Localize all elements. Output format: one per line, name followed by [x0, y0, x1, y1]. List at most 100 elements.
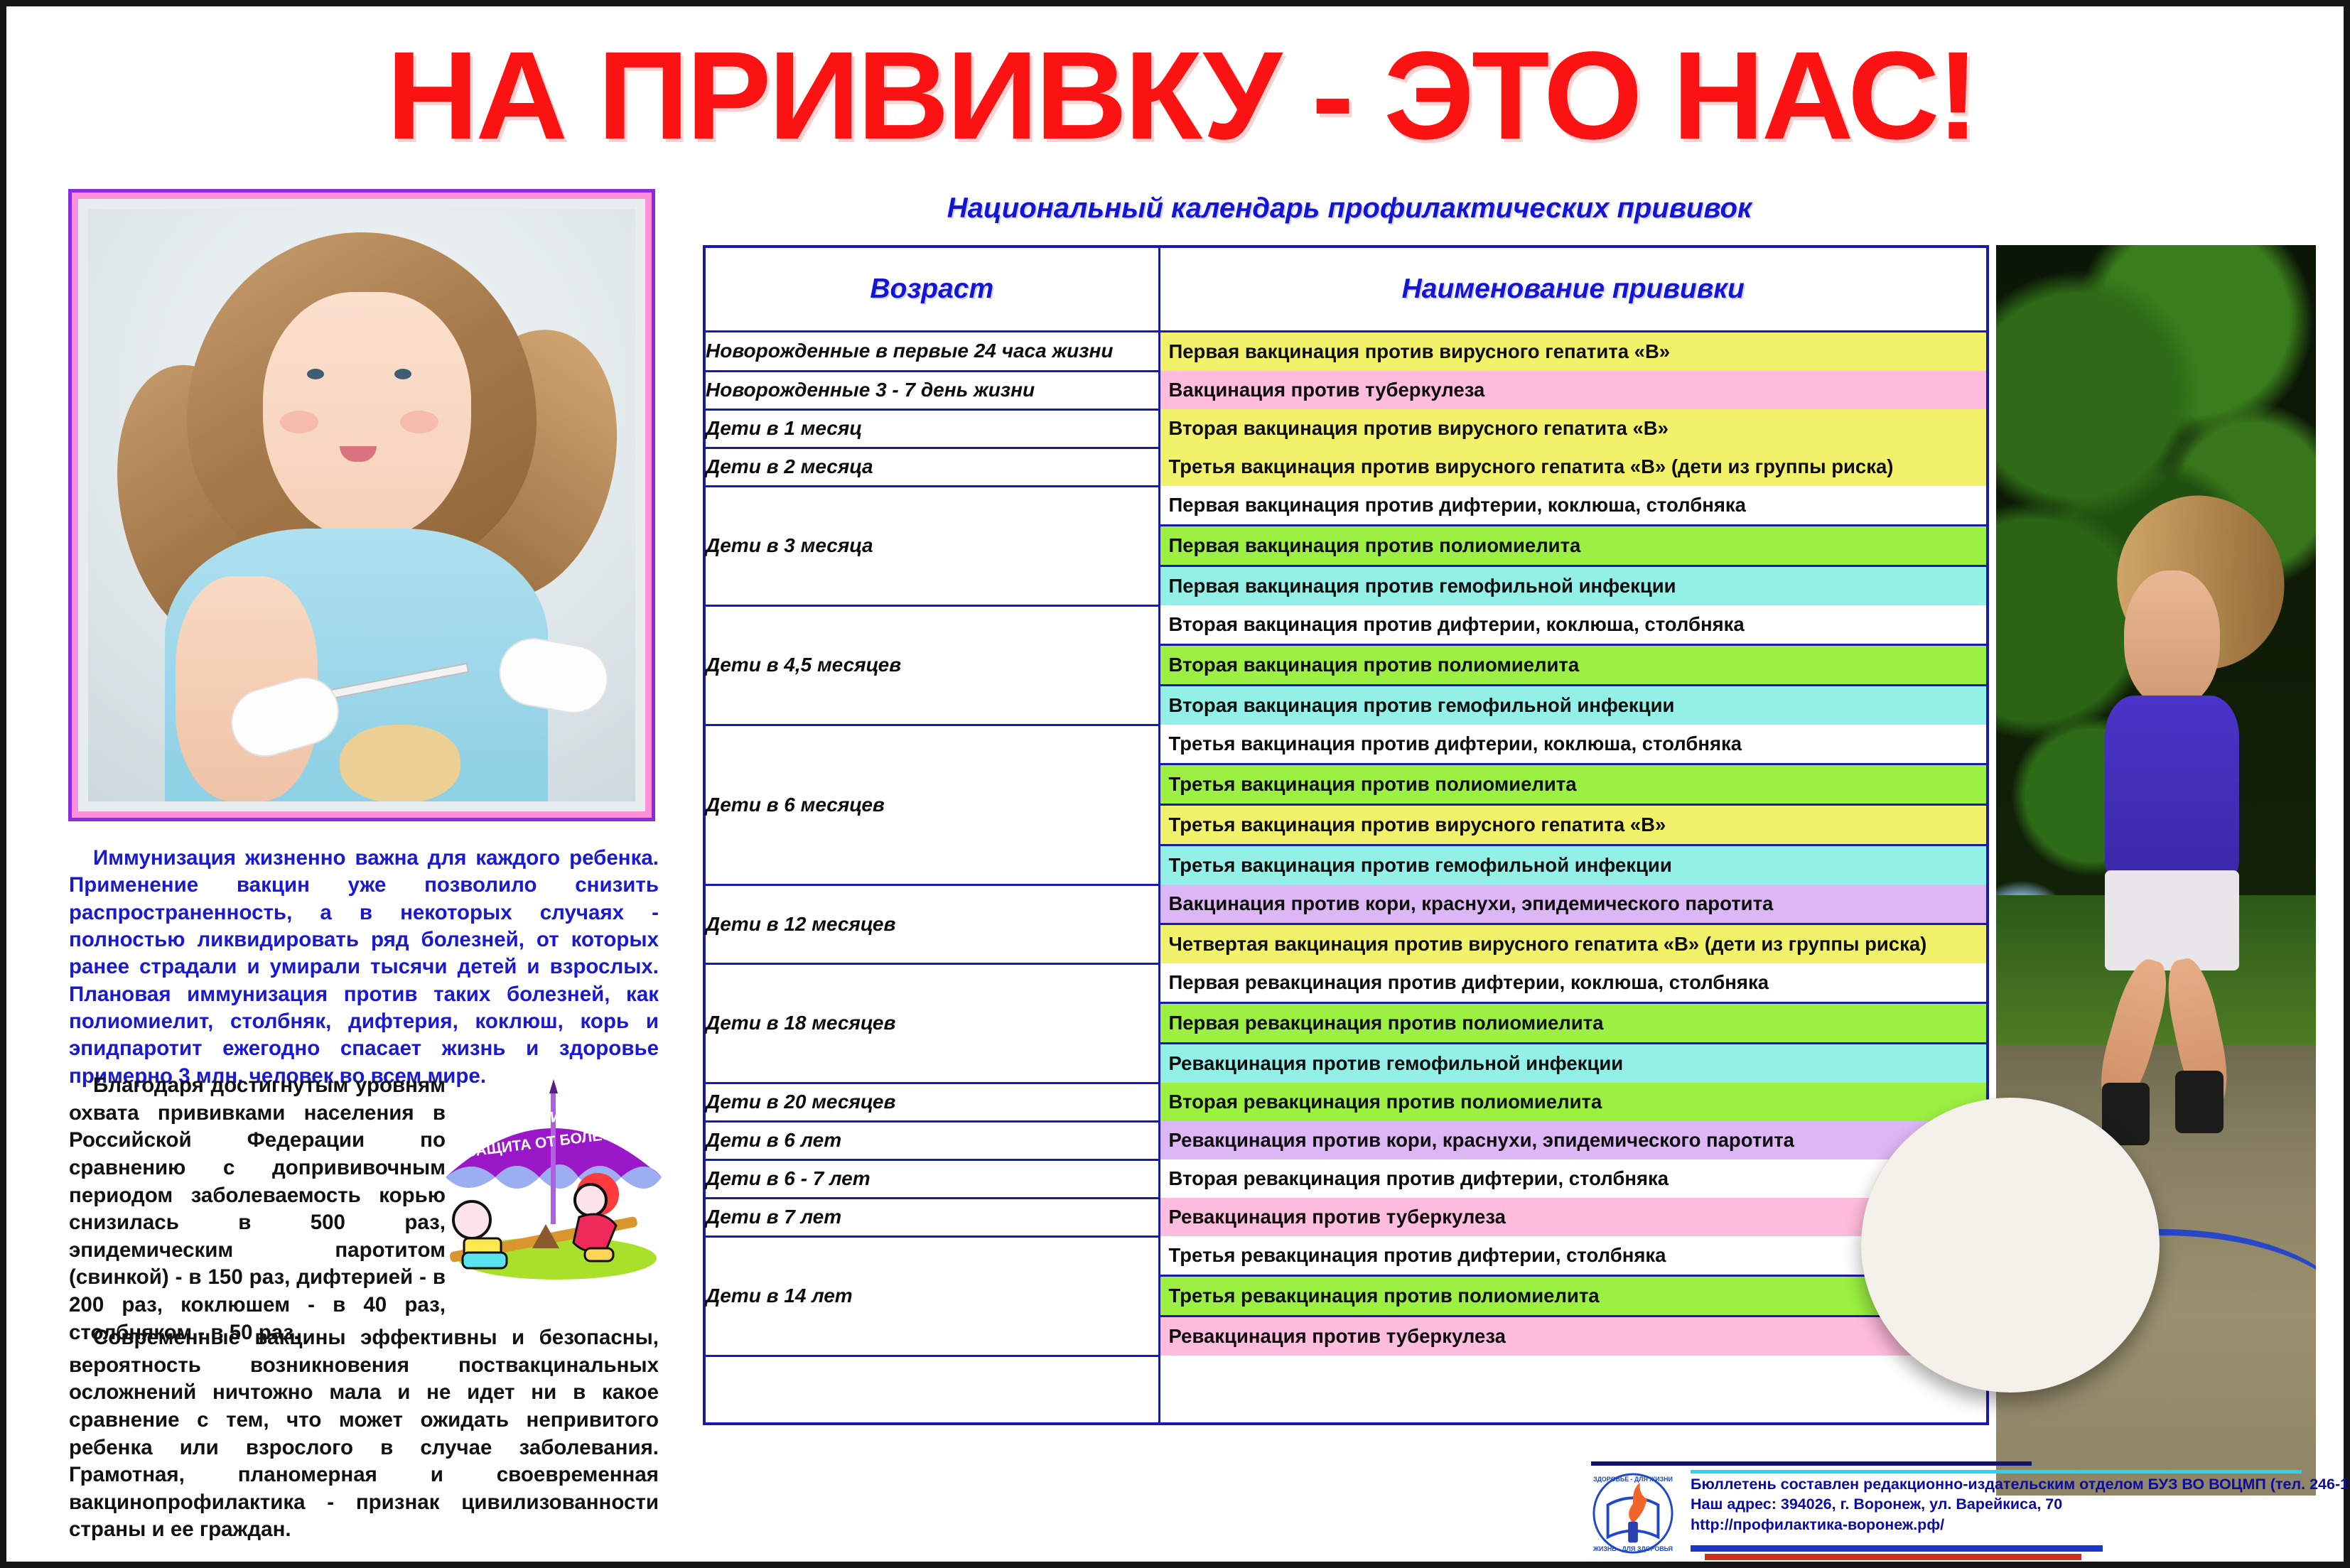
age-cell: [703, 1354, 1160, 1425]
age-cell: Дети в 20 месяцев: [703, 1081, 1160, 1123]
photo-left-content: [88, 209, 635, 801]
footer-website-link[interactable]: http://профилактика-воронеж.рф/: [1691, 1515, 1945, 1533]
eye-left: [307, 369, 324, 380]
footer-rule-blue: [1691, 1545, 2103, 1552]
vaccine-cell: Первая ревакцинация против дифтерии, кок…: [1159, 963, 1988, 1083]
header-age: Возраст: [703, 245, 1160, 332]
vaccine-cell: Ревакцинация против кори, краснухи, эпид…: [1159, 1121, 1988, 1159]
vaccine-entry: Третья вакцинация против вирусного гепат…: [1160, 448, 1986, 486]
vaccine-cell: Третья вакцинация против вирусного гепат…: [1159, 448, 1988, 486]
vaccine-cell: Первая вакцинация против вирусного гепат…: [1159, 332, 1988, 371]
article-paragraph-2: Благодаря достигнутым уровням охвата при…: [69, 1072, 446, 1346]
age-cell: Дети в 3 месяца: [703, 485, 1160, 607]
paragraph-3-text: Современные вакцины эффективны и безопас…: [69, 1326, 659, 1542]
age-cell: Дети в 4,5 месяцев: [703, 604, 1160, 726]
vaccination-calendar-table: Возраст Наименование прививки Новорожден…: [703, 245, 1989, 1425]
jumping-girl-shorts: [2105, 870, 2239, 970]
vaccine-entry: Третья ревакцинация против дифтерии, сто…: [1160, 1236, 1986, 1277]
vaccine-cell: Вторая вакцинация против дифтерии, коклю…: [1159, 605, 1988, 725]
vaccine-entry: Ревакцинация против кори, краснухи, эпид…: [1160, 1121, 1986, 1159]
footer-line-1: Бюллетень составлен редакционно-издатель…: [1691, 1476, 2350, 1493]
paragraph-2-text: Благодаря достигнутым уровням охвата при…: [69, 1074, 446, 1344]
age-cell: Новорожденные в первые 24 часа жизни: [703, 330, 1160, 372]
calendar-body: Возраст Наименование прививки Новорожден…: [703, 245, 1989, 1425]
table-row: Дети в 3 месяца Первая вакцинация против …: [703, 485, 1988, 607]
cheek-left: [279, 410, 318, 433]
vaccine-entry: Третья вакцинация против вирусного гепат…: [1160, 806, 1986, 846]
vaccine-cell: [1159, 1356, 1988, 1424]
teddy-bear: [340, 724, 461, 801]
table-row: Дети в 20 месяцев Вторая ревакцинация про…: [703, 1081, 1988, 1123]
age-cell: Дети в 18 месяцев: [703, 962, 1160, 1084]
table-row: Дети в 6 месяцев Третья вакцинация против…: [703, 723, 1988, 886]
table-row: Дети в 12 месяцев Вакцинация против кори,…: [703, 883, 1988, 965]
jumping-girl-top: [2105, 695, 2239, 883]
vaccine-entry: Первая вакцинация против гемофильной инф…: [1160, 567, 1986, 605]
umbrella-clipart: ПРИВИВКИ - ЗАЩИТА ОТ БОЛЕЗНЕЙ: [446, 1079, 662, 1280]
seesaw-pivot: [532, 1224, 559, 1248]
vaccine-entry: Вторая вакцинация против гемофильной инф…: [1160, 686, 1986, 725]
footer-line-2: Наш адрес: 394026, г. Воронеж, ул. Варей…: [1691, 1496, 2063, 1513]
article-paragraph-1: Иммунизация жизненно важна для каждого р…: [69, 845, 659, 1090]
footer-rule-red: [1705, 1554, 2081, 1560]
table-row: Дети в 4,5 месяцев Вторая вакцинация прот…: [703, 604, 1988, 726]
vaccine-entry: Вторая ревакцинация против полиомиелита: [1160, 1083, 1986, 1121]
paragraph-1-text: Иммунизация жизненно важна для каждого р…: [69, 846, 659, 1088]
vaccine-entry: Ревакцинация против туберкулеза: [1160, 1317, 1986, 1356]
torch-handle: [1628, 1521, 1638, 1543]
vaccine-cell: Третья ревакцинация против дифтерии, сто…: [1159, 1236, 1988, 1356]
vaccine-cell: Первая вакцинация против дифтерии, коклю…: [1159, 486, 1988, 605]
vaccine-cell: Вторая ревакцинация против полиомиелита: [1159, 1083, 1988, 1121]
footer-text-block: Бюллетень составлен редакционно-издатель…: [1691, 1474, 2350, 1535]
beach-ball-hub: [1861, 1098, 2160, 1393]
vaccine-cell: Вакцинация против туберкулеза: [1159, 371, 1988, 409]
vaccine-entry: [1160, 1356, 1986, 1422]
table-row: Дети в 18 месяцев Первая ревакцинация про…: [703, 962, 1988, 1084]
table-row: [703, 1354, 1988, 1425]
jumping-girl-shoe-right: [2175, 1070, 2224, 1133]
smile: [340, 445, 377, 462]
vaccine-entry: Первая ревакцинация против полиомиелита: [1160, 1004, 1986, 1044]
age-cell: Дети в 7 лет: [703, 1196, 1160, 1238]
header-vaccine: Наименование прививки: [1158, 245, 1989, 332]
article-paragraph-3: Современные вакцины эффективны и безопас…: [69, 1324, 659, 1544]
vaccine-entry: Ревакцинация против туберкулеза: [1160, 1198, 1986, 1236]
vaccine-entry: Первая вакцинация против вирусного гепат…: [1160, 332, 1986, 371]
vaccine-entry: Ревакцинация против гемофильной инфекции: [1160, 1044, 1986, 1083]
vaccine-entry: Третья вакцинация против гемофильной инф…: [1160, 846, 1986, 885]
footer-rule-cyan: [1691, 1470, 2302, 1474]
vaccine-entry: Первая ревакцинация против дифтерии, кок…: [1160, 963, 1986, 1004]
table-row: Дети в 6 лет Ревакцинация против кори, кр…: [703, 1120, 1988, 1161]
cheek-right: [399, 410, 438, 433]
vaccine-cell: Вторая вакцинация против вирусного гепат…: [1159, 409, 1988, 448]
vaccine-entry: Первая вакцинация против полиомиелита: [1160, 526, 1986, 567]
age-cell: Дети в 14 лет: [703, 1235, 1160, 1357]
jumping-girl-head: [2124, 570, 2220, 708]
vaccine-entry: Третья вакцинация против полиомиелита: [1160, 765, 1986, 806]
vaccine-entry: Вторая вакцинация против вирусного гепат…: [1160, 409, 1986, 448]
footer: ЗДОРОВЬЕ - ДЛЯ ЖИЗНИ ЖИЗНЬ - ДЛЯ ЗДОРОВЬ…: [1591, 1469, 2350, 1561]
vaccine-entry: Вакцинация против кори, краснухи, эпидем…: [1160, 885, 1986, 925]
vaccine-entry: Вакцинация против туберкулеза: [1160, 371, 1986, 409]
vaccine-entry: Первая вакцинация против дифтерии, коклю…: [1160, 486, 1986, 526]
vaccine-cell: Третья вакцинация против дифтерии, коклю…: [1159, 725, 1988, 885]
vaccine-cell: Вторая ревакцинация против дифтерии, сто…: [1159, 1159, 1988, 1198]
footer-divider: [1591, 1461, 2032, 1466]
table-row: Дети в 2 месяца Третья вакцинация против …: [703, 446, 1988, 487]
eye-right: [394, 369, 412, 380]
age-cell: Дети в 6 лет: [703, 1120, 1160, 1161]
girl-shoes: [583, 1247, 615, 1262]
vaccine-entry: Третья ревакцинация против полиомиелита: [1160, 1277, 1986, 1317]
umbrella-pole: [551, 1088, 556, 1224]
torch-flame: [1629, 1482, 1647, 1523]
table-row: Дети в 14 лет Третья ревакцинация против …: [703, 1235, 1988, 1357]
calendar-title: Национальный календарь профилактических …: [947, 193, 1752, 224]
table-row: Новорожденные 3 - 7 день жизни Вакцинация…: [703, 369, 1988, 411]
photo-girl-vaccination: [68, 189, 655, 821]
age-cell: Дети в 2 месяца: [703, 446, 1160, 487]
age-cell: Дети в 12 месяцев: [703, 883, 1160, 965]
boy-pants: [461, 1251, 508, 1270]
vaccine-entry: Вторая вакцинация против дифтерии, коклю…: [1160, 605, 1986, 646]
vaccine-entry: Вторая ревакцинация против дифтерии, сто…: [1160, 1159, 1986, 1198]
table-row: Дети в 1 месяц Вторая вакцинация против в…: [703, 408, 1988, 449]
